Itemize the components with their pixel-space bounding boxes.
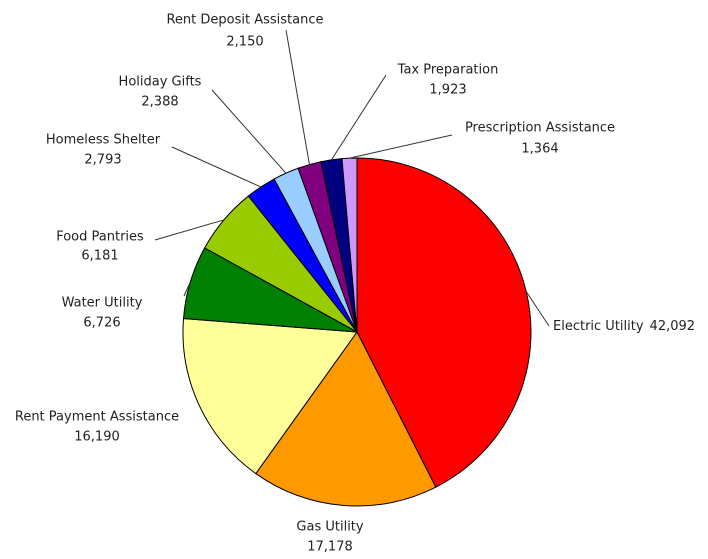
value-label: 1,364 xyxy=(521,142,558,157)
leader-line xyxy=(171,146,262,188)
leader-line xyxy=(525,291,550,327)
category-label: Tax Preparation xyxy=(397,63,499,78)
leader-line xyxy=(330,74,387,161)
value-label: 6,726 xyxy=(83,316,120,331)
pie-slice xyxy=(356,157,532,488)
category-label: Food Pantries xyxy=(56,230,144,245)
leader-line xyxy=(349,134,453,159)
category-label: Rent Payment Assistance xyxy=(15,410,179,425)
value-label: 2,388 xyxy=(141,95,178,110)
category-label: Prescription Assistance xyxy=(465,121,615,136)
category-label: Gas Utility xyxy=(296,520,363,535)
value-label: 16,190 xyxy=(74,430,120,445)
category-label: Homeless Shelter xyxy=(46,133,161,148)
leader-line xyxy=(154,219,225,241)
value-label: 2,793 xyxy=(84,153,121,168)
category-label: Holiday Gifts xyxy=(119,75,202,90)
value-label: 2,150 xyxy=(226,35,263,50)
value-label: 6,181 xyxy=(81,249,118,264)
pie-slice xyxy=(182,317,358,475)
pie-slice xyxy=(255,331,437,507)
category-label: Rent Deposit Assistance xyxy=(166,13,323,28)
leader-line xyxy=(285,29,310,165)
category-label: Electric Utility xyxy=(553,319,644,334)
leader-line xyxy=(183,281,191,297)
value-label: 42,092 xyxy=(650,319,696,334)
leader-line xyxy=(211,89,287,174)
slice-label: Electric Utility 42,092 xyxy=(553,319,695,334)
value-label: 17,178 xyxy=(307,540,353,555)
category-label: Water Utility xyxy=(62,296,143,311)
value-label: 1,923 xyxy=(429,83,466,98)
